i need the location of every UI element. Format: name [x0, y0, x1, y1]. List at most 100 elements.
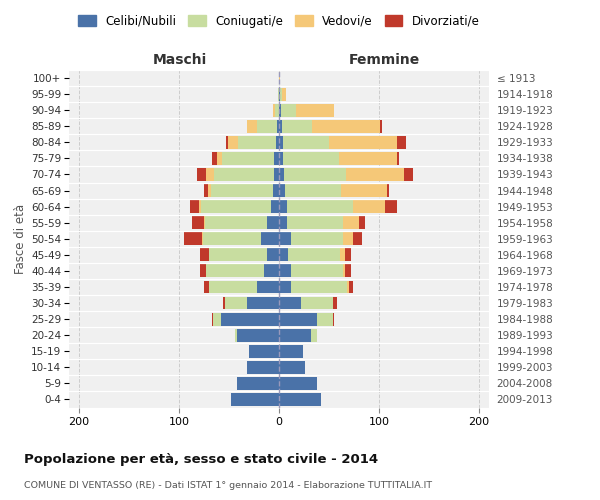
Bar: [281, 104, 296, 117]
Bar: [279, 184, 285, 197]
Bar: [237, 329, 279, 342]
Bar: [347, 280, 349, 293]
Bar: [257, 120, 277, 132]
Bar: [283, 152, 339, 165]
Bar: [223, 296, 225, 310]
Bar: [204, 184, 208, 197]
Text: Maschi: Maschi: [153, 53, 208, 67]
Bar: [226, 136, 228, 149]
Bar: [285, 184, 341, 197]
Bar: [217, 152, 222, 165]
Bar: [345, 264, 351, 278]
Bar: [291, 232, 343, 245]
Bar: [213, 312, 221, 326]
Bar: [221, 312, 279, 326]
Legend: Celibi/Nubili, Coniugati/e, Vedovi/e, Divorziati/e: Celibi/Nubili, Coniugati/e, Vedovi/e, Di…: [74, 10, 484, 32]
Bar: [284, 168, 346, 181]
Bar: [279, 152, 283, 165]
Bar: [291, 280, 347, 293]
Bar: [267, 248, 279, 262]
Bar: [273, 104, 275, 117]
Bar: [387, 184, 389, 197]
Bar: [279, 104, 281, 117]
Bar: [206, 168, 214, 181]
Bar: [279, 393, 321, 406]
Bar: [343, 216, 359, 229]
Bar: [380, 120, 382, 132]
Bar: [276, 136, 279, 149]
Bar: [273, 184, 279, 197]
Bar: [343, 232, 353, 245]
Bar: [333, 296, 337, 310]
Bar: [397, 136, 406, 149]
Text: Popolazione per età, sesso e stato civile - 2014: Popolazione per età, sesso e stato civil…: [24, 452, 378, 466]
Y-axis label: Anni di nascita: Anni di nascita: [599, 195, 600, 282]
Bar: [190, 200, 199, 213]
Bar: [204, 216, 205, 229]
Bar: [202, 232, 203, 245]
Bar: [333, 312, 334, 326]
Bar: [197, 168, 206, 181]
Bar: [225, 296, 247, 310]
Bar: [279, 232, 291, 245]
Bar: [212, 312, 213, 326]
Bar: [247, 296, 279, 310]
Bar: [238, 136, 276, 149]
Text: Femmine: Femmine: [349, 53, 419, 67]
Bar: [288, 248, 340, 262]
Bar: [201, 200, 271, 213]
Bar: [184, 232, 202, 245]
Bar: [228, 136, 238, 149]
Bar: [274, 168, 279, 181]
Bar: [211, 184, 273, 197]
Bar: [339, 152, 397, 165]
Bar: [231, 393, 279, 406]
Bar: [279, 264, 291, 278]
Bar: [212, 152, 217, 165]
Bar: [346, 168, 404, 181]
Bar: [349, 280, 353, 293]
Bar: [345, 248, 351, 262]
Bar: [271, 200, 279, 213]
Bar: [311, 329, 317, 342]
Bar: [404, 168, 413, 181]
Bar: [280, 88, 282, 101]
Bar: [257, 280, 279, 293]
Y-axis label: Fasce di età: Fasce di età: [14, 204, 27, 274]
Bar: [283, 136, 329, 149]
Bar: [279, 248, 288, 262]
Bar: [287, 200, 353, 213]
Bar: [385, 200, 397, 213]
Bar: [222, 152, 274, 165]
Bar: [279, 168, 284, 181]
Bar: [287, 216, 343, 229]
Bar: [199, 200, 201, 213]
Bar: [279, 280, 291, 293]
Bar: [208, 184, 211, 197]
Bar: [237, 377, 279, 390]
Bar: [247, 120, 257, 132]
Bar: [291, 264, 343, 278]
Bar: [301, 296, 333, 310]
Bar: [279, 120, 282, 132]
Bar: [267, 216, 279, 229]
Bar: [353, 232, 362, 245]
Bar: [279, 72, 280, 85]
Bar: [343, 264, 345, 278]
Bar: [277, 120, 279, 132]
Bar: [282, 88, 286, 101]
Bar: [209, 280, 257, 293]
Bar: [317, 312, 333, 326]
Bar: [279, 216, 287, 229]
Bar: [209, 248, 267, 262]
Bar: [200, 248, 209, 262]
Bar: [279, 88, 280, 101]
Text: COMUNE DI VENTASSO (RE) - Dati ISTAT 1° gennaio 2014 - Elaborazione TUTTITALIA.I: COMUNE DI VENTASSO (RE) - Dati ISTAT 1° …: [24, 481, 432, 490]
Bar: [205, 216, 267, 229]
Bar: [204, 280, 209, 293]
Bar: [249, 345, 279, 358]
Bar: [296, 104, 334, 117]
Bar: [279, 361, 305, 374]
Bar: [353, 200, 385, 213]
Bar: [200, 264, 206, 278]
